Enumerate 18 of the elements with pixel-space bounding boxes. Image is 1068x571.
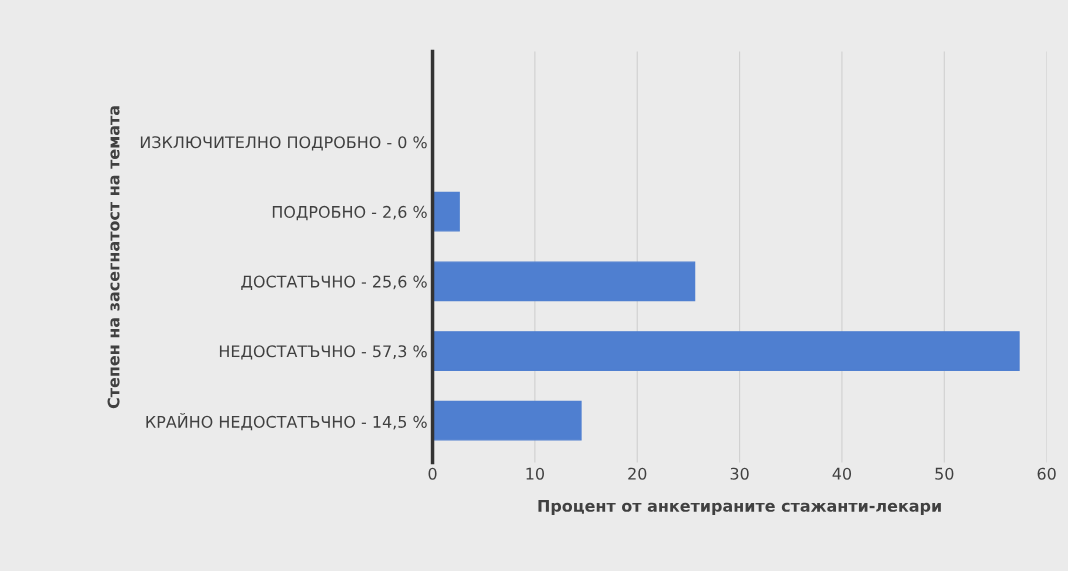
x-tick-label: 60 [1037,467,1056,480]
y-tick-label: ПОДРОБНО - 2,6 % [272,205,427,221]
y-tick-label: ДОСТАТЪЧНО - 25,6 % [241,275,427,290]
bar [432,331,1020,371]
x-tick-label: 40 [832,467,852,480]
x-tick-label: 50 [935,467,954,480]
bar [432,261,696,302]
x-tick-label: 30 [730,467,749,480]
x-tick-label: 0 [428,467,437,480]
bar [432,191,460,232]
x-tick-label: 10 [526,467,544,480]
x-axis-title: Процент от анкетираните стажанти-лекари [538,499,941,515]
y-axis-title: Степен на засегнатост на темата [107,106,120,409]
x-tick-label: 20 [628,467,647,480]
y-tick-label: КРАЙНО НЕДОСТАТЪЧНО - 14,5 % [146,412,427,431]
y-tick-label: НЕДОСТАТЪЧНО - 57,3 % [219,345,427,360]
y-tick-label: ИЗКЛЮЧИТЕЛНО ПОДРОБНО - 0 % [140,136,427,151]
bar [432,400,582,441]
